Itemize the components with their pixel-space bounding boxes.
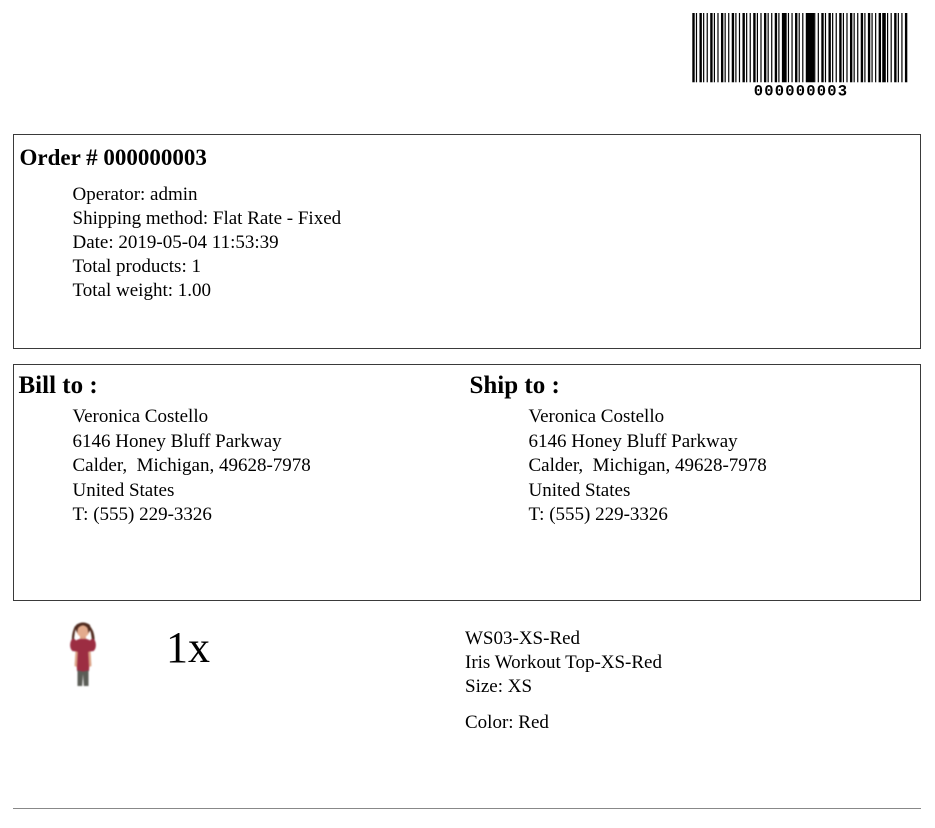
svg-text:000000003: 000000003	[754, 82, 849, 99]
